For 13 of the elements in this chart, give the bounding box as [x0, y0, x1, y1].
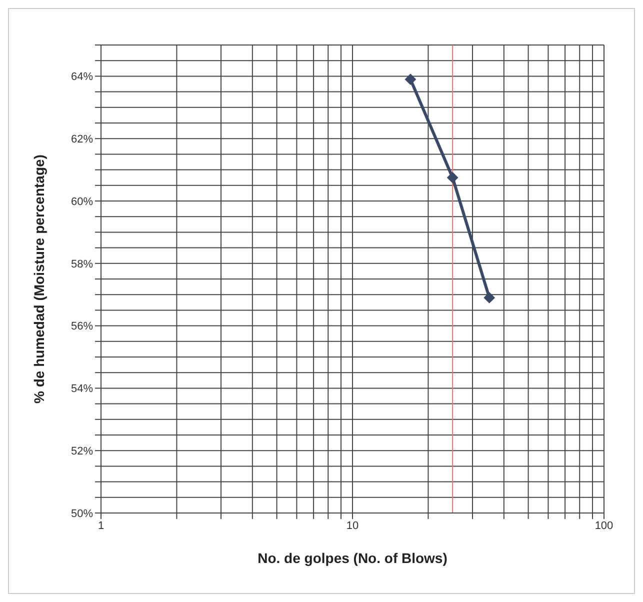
y-tick-label: 54% [70, 383, 94, 396]
y-tick-label: 60% [70, 196, 94, 208]
y-axis-title: % de humedad (Moisture percentage) [30, 154, 47, 404]
x-tick-label: 100 [594, 520, 614, 532]
x-tick-label: 1 [98, 520, 104, 532]
y-tick-label: 56% [70, 320, 94, 333]
y-tick-label: 58% [70, 258, 94, 270]
y-tick-label: 64% [70, 71, 94, 84]
x-axis-title: No. de golpes (No. of Blows) [258, 550, 448, 566]
x-tick-label: 10 [346, 520, 359, 532]
y-tick-label: 52% [70, 446, 94, 458]
y-tick-label: 50% [70, 508, 94, 520]
y-tick-label: 62% [70, 134, 94, 146]
